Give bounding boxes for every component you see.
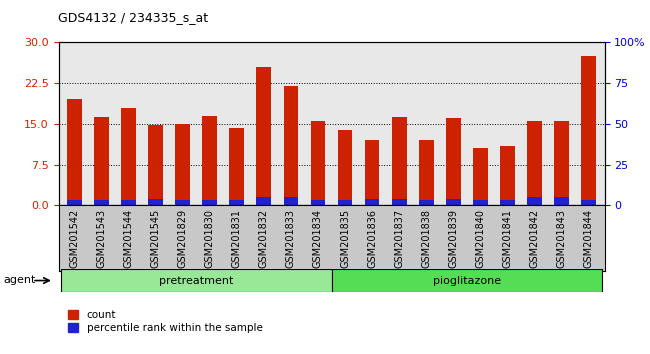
Text: agent: agent [3,275,36,285]
Bar [446,199,461,205]
Text: GSM201841: GSM201841 [502,209,512,268]
Text: GDS4132 / 234335_s_at: GDS4132 / 234335_s_at [58,11,209,24]
Bar [202,116,217,205]
Bar [581,200,595,205]
Text: GSM201838: GSM201838 [421,209,431,268]
Text: GSM201544: GSM201544 [124,209,134,268]
Text: GSM201844: GSM201844 [583,209,593,268]
Bar [392,199,406,205]
Text: pretreatment: pretreatment [159,275,233,286]
Bar [68,99,82,205]
Bar [332,269,602,292]
Bar [229,128,244,205]
Text: GSM201834: GSM201834 [313,209,323,268]
Bar [94,118,109,205]
Bar [257,197,271,205]
Text: GSM201545: GSM201545 [151,209,161,268]
Text: GSM201831: GSM201831 [232,209,242,268]
Bar [473,200,488,205]
Bar [500,200,515,205]
Bar [337,130,352,205]
Text: GSM201835: GSM201835 [340,209,350,268]
Bar [554,121,569,205]
Bar [365,140,380,205]
Text: GSM201839: GSM201839 [448,209,458,268]
Text: pioglitazone: pioglitazone [433,275,500,286]
Bar [176,200,190,205]
Text: GSM201842: GSM201842 [529,209,539,268]
Bar [526,197,541,205]
Text: GSM201837: GSM201837 [394,209,404,268]
Text: GSM201840: GSM201840 [475,209,485,268]
Bar [311,200,326,205]
Text: GSM201829: GSM201829 [178,209,188,268]
Bar [446,119,461,205]
Bar [473,148,488,205]
Text: GSM201836: GSM201836 [367,209,377,268]
Bar [229,200,244,205]
Bar [526,121,541,205]
Text: GSM201830: GSM201830 [205,209,215,268]
Bar [554,197,569,205]
Bar [68,200,82,205]
Bar [61,269,332,292]
Bar [419,200,434,205]
Bar [94,200,109,205]
Text: GSM201843: GSM201843 [556,209,566,268]
Text: GSM201833: GSM201833 [286,209,296,268]
Text: GSM201543: GSM201543 [97,209,107,268]
Bar [257,67,271,205]
Text: GSM201832: GSM201832 [259,209,269,268]
Bar [365,199,380,205]
Bar [283,86,298,205]
Bar [283,197,298,205]
Bar [500,145,515,205]
Bar [202,200,217,205]
Text: GSM201542: GSM201542 [70,209,80,268]
Bar [148,125,163,205]
Bar [311,121,326,205]
Bar [337,200,352,205]
Bar [148,199,163,205]
Legend: count, percentile rank within the sample: count, percentile rank within the sample [64,306,266,338]
Bar [122,200,136,205]
Bar [392,118,406,205]
Bar [122,108,136,205]
Bar [419,140,434,205]
Bar [176,124,190,205]
Bar [581,56,595,205]
